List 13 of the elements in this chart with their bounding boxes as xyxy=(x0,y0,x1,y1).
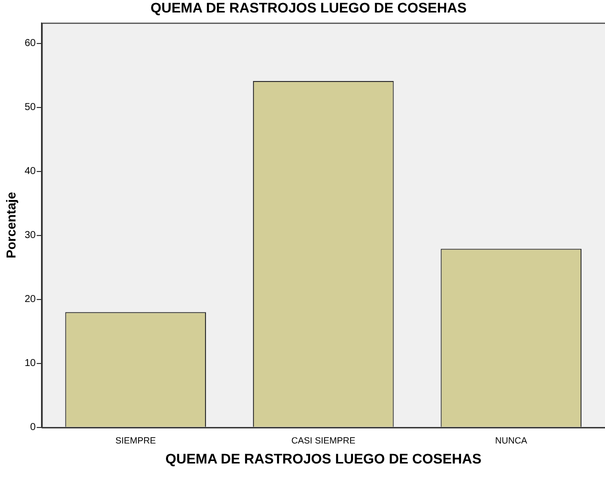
y-tick-label: 40 xyxy=(24,166,36,178)
y-tick-label: 20 xyxy=(24,294,36,306)
y-tick-label: 30 xyxy=(24,230,36,242)
y-axis-title: Porcentaje xyxy=(3,192,18,258)
y-tick-label: 60 xyxy=(24,38,36,50)
chart-title: QUEMA DE RASTROJOS LUEGO DE COSEHAS xyxy=(150,0,467,16)
x-tick-label: SIEMPRE xyxy=(115,435,156,446)
x-axis-title: QUEMA DE RASTROJOS LUEGO DE COSEHAS xyxy=(165,450,482,466)
x-tick-label: CASI SIEMPRE xyxy=(291,435,356,446)
y-tick-label: 0 xyxy=(30,422,36,434)
x-tick-label: NUNCA xyxy=(495,435,528,446)
y-tick-label: 10 xyxy=(24,358,36,370)
y-tick-label: 50 xyxy=(24,102,36,114)
